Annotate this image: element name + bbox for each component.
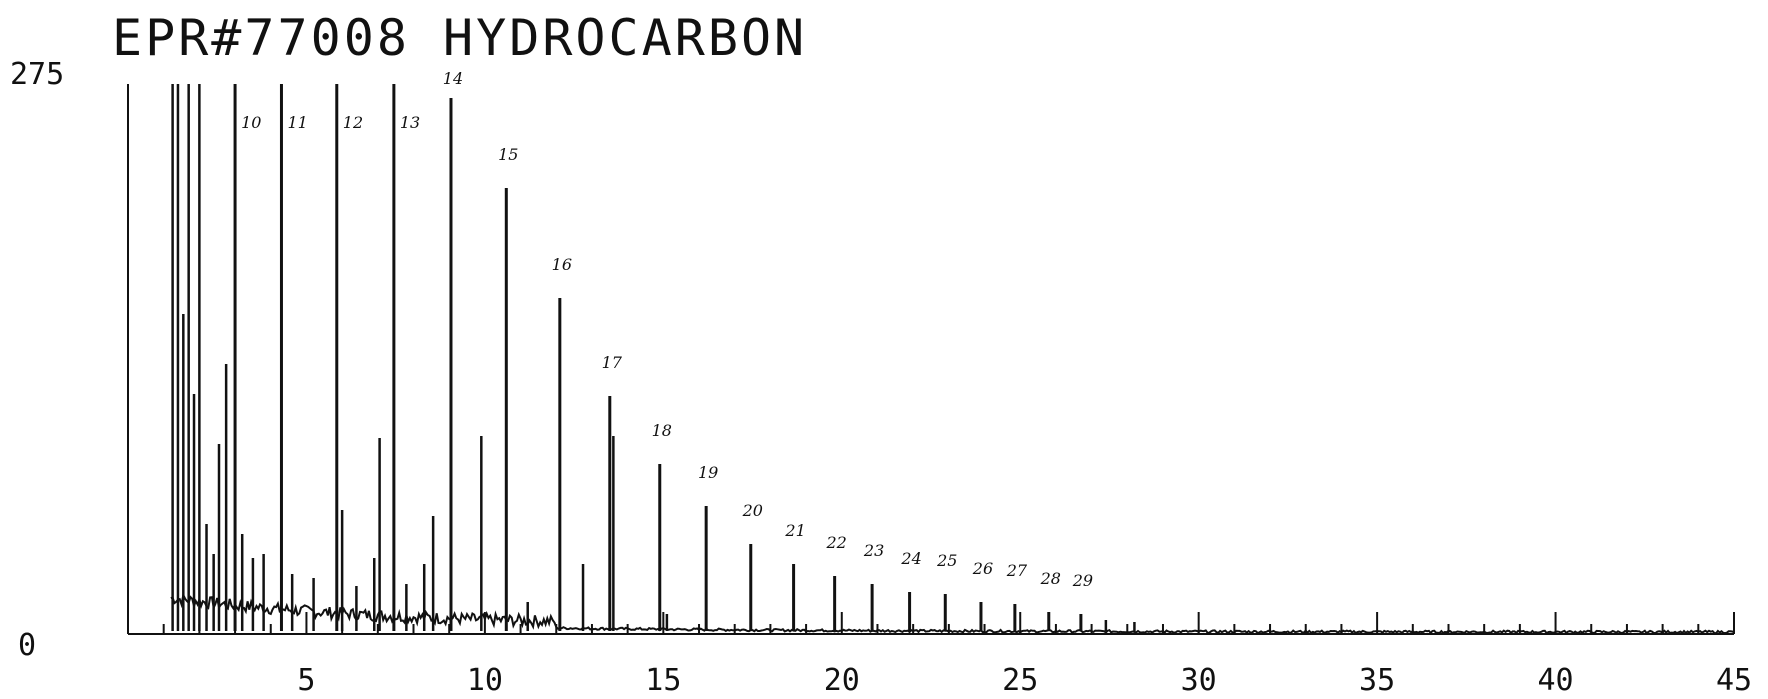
peak-labels: 10 11 12 13 14 15 16 17 18 19 20 21 22 23 24 25 26 27 28 29 bbox=[241, 69, 1093, 590]
y-tick-label-max: 275 bbox=[10, 57, 64, 92]
x-tick-label: 45 bbox=[1716, 663, 1752, 698]
x-tick-label: 5 bbox=[297, 663, 315, 698]
chart-title: EPR#77008 HYDROCARBON bbox=[112, 9, 807, 67]
peak-label-c18: 18 bbox=[652, 421, 672, 440]
x-tick-label: 15 bbox=[645, 663, 681, 698]
peak-label-c17: 17 bbox=[602, 353, 623, 372]
peak-label-c28: 28 bbox=[1040, 569, 1061, 588]
peak-label-c13: 13 bbox=[400, 113, 420, 132]
peak-label-c10: 10 bbox=[241, 113, 261, 132]
peak-label-c11: 11 bbox=[287, 113, 307, 132]
peak-label-c12: 12 bbox=[343, 113, 363, 132]
x-tick-label: 40 bbox=[1537, 663, 1573, 698]
peak-label-c16: 16 bbox=[552, 255, 572, 274]
peak-label-c27: 27 bbox=[1006, 561, 1028, 580]
labeled-peaks bbox=[233, 84, 1083, 631]
x-axis-tick-labels: 5 10 15 20 25 30 35 40 45 bbox=[297, 663, 1752, 698]
x-tick-label: 25 bbox=[1002, 663, 1038, 698]
peak-label-c29: 29 bbox=[1072, 571, 1093, 590]
peak-label-c19: 19 bbox=[698, 463, 718, 482]
peak-label-c14: 14 bbox=[443, 69, 463, 88]
y-tick-label-zero: 0 bbox=[18, 628, 36, 663]
peak-label-c25: 25 bbox=[936, 551, 957, 570]
x-tick-label: 30 bbox=[1181, 663, 1217, 698]
peak-label-c23: 23 bbox=[863, 541, 884, 560]
peak-label-c26: 26 bbox=[972, 559, 993, 578]
x-tick-label: 20 bbox=[824, 663, 860, 698]
peak-label-c15: 15 bbox=[498, 145, 518, 164]
peak-label-c22: 22 bbox=[825, 533, 846, 552]
baseline-line bbox=[170, 591, 1735, 635]
minor-peaks bbox=[171, 84, 1136, 631]
x-tick-label: 10 bbox=[467, 663, 503, 698]
peak-label-c20: 20 bbox=[742, 501, 763, 520]
peak-label-c21: 21 bbox=[784, 521, 805, 540]
peak-label-c24: 24 bbox=[900, 549, 921, 568]
baseline-trace bbox=[170, 591, 1735, 635]
x-tick-label: 35 bbox=[1359, 663, 1395, 698]
